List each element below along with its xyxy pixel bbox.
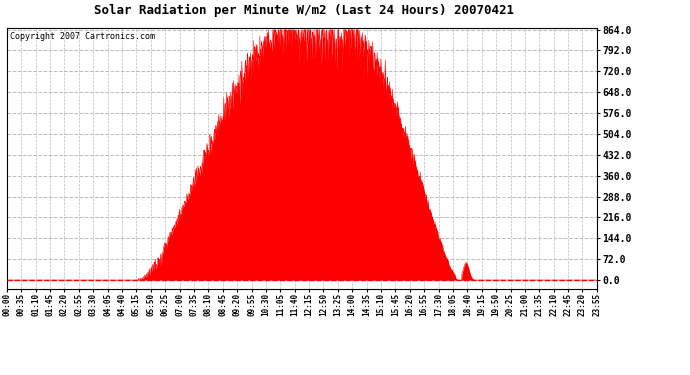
- Text: Copyright 2007 Cartronics.com: Copyright 2007 Cartronics.com: [10, 32, 155, 41]
- Text: Solar Radiation per Minute W/m2 (Last 24 Hours) 20070421: Solar Radiation per Minute W/m2 (Last 24…: [94, 4, 513, 17]
